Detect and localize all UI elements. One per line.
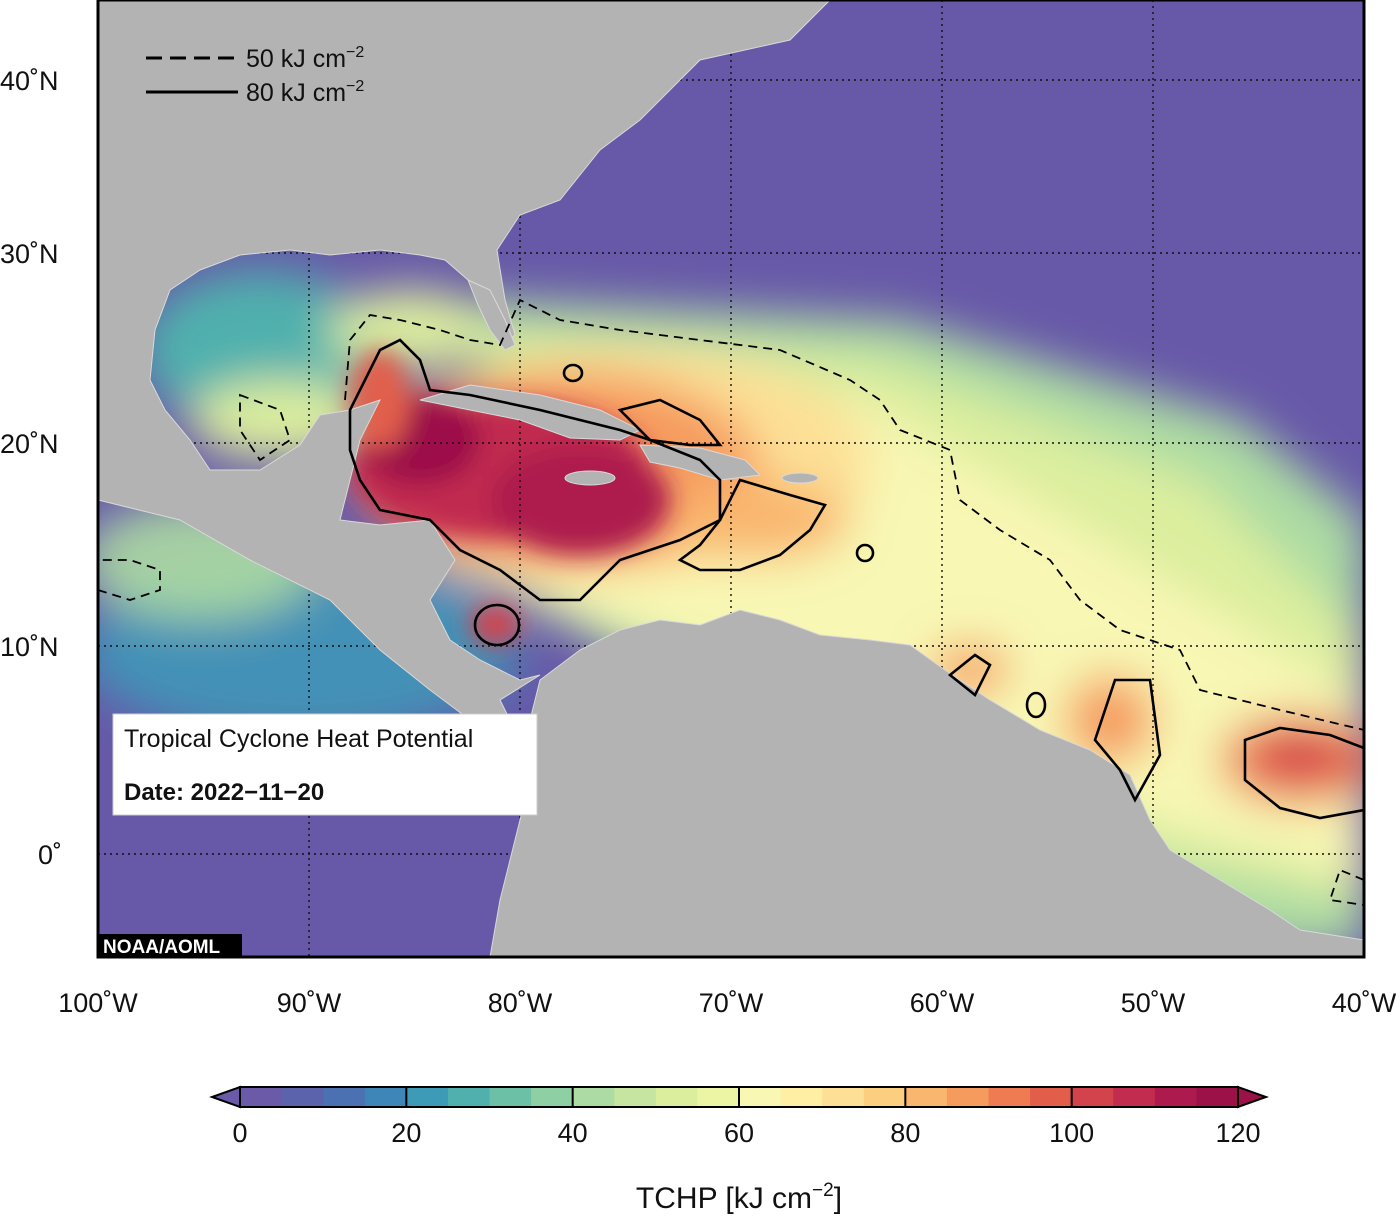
colorbar-swatch [1071, 1087, 1114, 1107]
colorbar-left-arrow-icon [209, 1085, 241, 1109]
south-america-land [489, 609, 1364, 957]
lon-label: 90˚W [277, 988, 342, 1018]
colorbar-swatch [489, 1087, 532, 1107]
colorbar-swatch [988, 1087, 1031, 1107]
lon-label: 70˚W [699, 988, 764, 1018]
colorbar-swatch [614, 1087, 657, 1107]
colorbar-swatch [697, 1087, 740, 1107]
colorbar-swatch [905, 1087, 948, 1107]
colorbar-swatch [1113, 1087, 1156, 1107]
land-masses [98, 0, 1364, 957]
colorbar-swatches [240, 1087, 1239, 1107]
colorbar-swatch [1154, 1087, 1198, 1107]
colorbar-swatch [1030, 1087, 1073, 1107]
credit-badge: NOAA/AOML [99, 934, 242, 958]
colorbar-swatch [780, 1087, 823, 1107]
colorbar-swatch [1196, 1087, 1239, 1107]
colorbar-right-arrow-icon [1237, 1085, 1269, 1109]
longitude-labels: 100˚W 90˚W 80˚W 70˚W 60˚W 50˚W 40˚W [58, 988, 1397, 1018]
map-panel [98, 0, 1364, 957]
lon-label: 60˚W [910, 988, 975, 1018]
contour-80 [348, 338, 1364, 820]
colorbar-title: TCHP [kJ cm−2] [636, 1180, 842, 1215]
colorbar-tick-label: 60 [724, 1118, 754, 1148]
info-box: Tropical Cyclone Heat Potential Date: 20… [112, 713, 538, 816]
colorbar-swatch [531, 1087, 574, 1107]
puerto-rico-land [781, 472, 819, 484]
latitude-labels: 40˚N 30˚N 20˚N 10˚N 0˚ [0, 66, 62, 870]
legend-label-50: 50 kJ cm−2 [246, 44, 364, 73]
colorbar-swatch [739, 1087, 782, 1107]
colorbar-tick-label: 0 [232, 1118, 247, 1148]
colorbar-swatch [946, 1087, 990, 1107]
lon-label: 100˚W [58, 988, 138, 1018]
colorbar-ticks: 0 20 40 60 80 100 120 [232, 1087, 1261, 1148]
map-frame [96, 0, 1366, 959]
colorbar: 0 20 40 60 80 100 120 TCHP [kJ cm−2] [209, 1085, 1269, 1215]
map-title: Tropical Cyclone Heat Potential [124, 725, 473, 753]
contour-legend: 50 kJ cm−2 80 kJ cm−2 [146, 44, 364, 107]
lon-label: 80˚W [488, 988, 553, 1018]
contour-50 [98, 298, 1364, 906]
colorbar-swatch [281, 1087, 324, 1107]
colorbar-swatch [822, 1087, 865, 1107]
florida-land [467, 279, 516, 351]
cuba-land [419, 384, 642, 441]
colorbar-swatch [447, 1087, 491, 1107]
map-date: Date: 2022−11−20 [124, 779, 324, 806]
colorbar-swatch [364, 1087, 407, 1107]
lat-label: 0˚ [38, 840, 62, 870]
lon-label: 50˚W [1121, 988, 1186, 1018]
lon-label: 40˚W [1332, 988, 1397, 1018]
colorbar-swatch [406, 1087, 449, 1107]
colorbar-tick-label: 20 [391, 1118, 421, 1148]
colorbar-tick-label: 80 [890, 1118, 920, 1148]
colorbar-swatch [655, 1087, 699, 1107]
colorbar-swatch [572, 1087, 615, 1107]
lat-label: 10˚N [0, 632, 59, 662]
jamaica-land [564, 470, 616, 486]
lat-label: 40˚N [0, 66, 59, 96]
legend-label-80: 80 kJ cm−2 [246, 78, 364, 107]
lat-label: 20˚N [0, 429, 59, 459]
colorbar-swatch [863, 1087, 906, 1107]
lat-label: 30˚N [0, 239, 59, 269]
colorbar-swatch [240, 1087, 283, 1107]
colorbar-swatch [323, 1087, 366, 1107]
colorbar-tick-label: 100 [1049, 1118, 1094, 1148]
credit-text: NOAA/AOML [103, 937, 221, 958]
colorbar-tick-label: 40 [558, 1118, 588, 1148]
colorbar-tick-label: 120 [1215, 1118, 1260, 1148]
hispaniola-land [639, 444, 762, 481]
